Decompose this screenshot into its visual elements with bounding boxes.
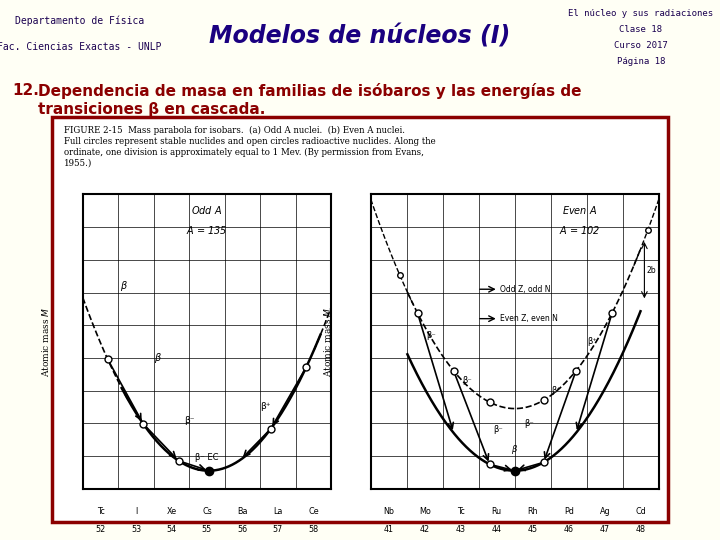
Text: Fac. Ciencias Exactas - UNLP: Fac. Ciencias Exactas - UNLP — [0, 42, 161, 52]
Text: $A$ = 135: $A$ = 135 — [186, 224, 228, 236]
Text: Even Z, even N: Even Z, even N — [500, 314, 558, 323]
Text: 54: 54 — [166, 525, 176, 534]
Text: Cd: Cd — [636, 507, 646, 516]
Text: β⁻: β⁻ — [184, 416, 194, 424]
Text: β⁻: β⁻ — [426, 330, 436, 340]
Text: β⁻: β⁻ — [463, 376, 472, 386]
Text: Even $A$: Even $A$ — [562, 204, 597, 216]
Text: 58: 58 — [308, 525, 318, 534]
Text: 46: 46 — [564, 525, 574, 534]
Text: β⁻: β⁻ — [493, 426, 503, 434]
Text: Rh: Rh — [528, 507, 538, 516]
Text: 44: 44 — [492, 525, 502, 534]
Text: Página 18: Página 18 — [616, 57, 665, 66]
Text: Tc: Tc — [96, 507, 104, 516]
Text: $A$ = 102: $A$ = 102 — [559, 224, 600, 236]
Text: Ba: Ba — [237, 507, 248, 516]
Text: β⁺: β⁺ — [260, 402, 271, 411]
Text: Odd Z, odd N: Odd Z, odd N — [500, 285, 551, 294]
Text: Cs: Cs — [202, 507, 212, 516]
Text: Dependencia de masa en familias de isóbaros y las energías de: Dependencia de masa en familias de isóba… — [38, 83, 582, 99]
Text: Full circles represent stable nuclides and open circles radioactive nuclides. Al: Full circles represent stable nuclides a… — [64, 137, 436, 146]
Text: Curso 2017: Curso 2017 — [614, 40, 667, 50]
Text: β: β — [120, 281, 126, 291]
Text: Xe: Xe — [166, 507, 176, 516]
Text: 56: 56 — [238, 525, 248, 534]
Text: 42: 42 — [420, 525, 430, 534]
Text: β⁻ EC: β⁻ EC — [194, 453, 218, 462]
Text: El núcleo y sus radiaciones: El núcleo y sus radiaciones — [568, 9, 714, 18]
Text: Atomic mass $M$: Atomic mass $M$ — [40, 306, 51, 377]
Text: 41: 41 — [384, 525, 394, 534]
Text: Mo: Mo — [419, 507, 431, 516]
Text: Modelos de núcleos (I): Modelos de núcleos (I) — [210, 24, 510, 49]
Text: 12.: 12. — [12, 83, 39, 98]
Text: Odd $A$: Odd $A$ — [192, 204, 222, 216]
Bar — [52, 117, 668, 522]
Text: Nb: Nb — [383, 507, 395, 516]
Text: FIGURE 2-15  Mass parabola for isobars.  (a) Odd A nuclei.  (b) Even A nuclei.: FIGURE 2-15 Mass parabola for isobars. (… — [64, 125, 405, 134]
Text: I: I — [135, 507, 137, 516]
Text: β: β — [154, 353, 160, 363]
Text: Ru: Ru — [492, 507, 502, 516]
Text: Ag: Ag — [600, 507, 610, 516]
Text: 1955.): 1955.) — [64, 159, 92, 168]
Text: 47: 47 — [600, 525, 610, 534]
Text: 45: 45 — [528, 525, 538, 534]
Text: Atomic mass $M$: Atomic mass $M$ — [322, 306, 333, 377]
Text: β: β — [511, 445, 516, 454]
Text: β⁺: β⁺ — [551, 386, 561, 395]
Text: La: La — [274, 507, 283, 516]
Text: Clase 18: Clase 18 — [619, 25, 662, 33]
Text: β⁻: β⁻ — [524, 419, 534, 428]
Text: 57: 57 — [273, 525, 283, 534]
Text: ordinate, one division is approximately equal to 1 Mev. (By permission from Evan: ordinate, one division is approximately … — [64, 148, 424, 157]
Text: 55: 55 — [202, 525, 212, 534]
Text: 48: 48 — [636, 525, 646, 534]
Text: Ce: Ce — [308, 507, 319, 516]
Text: Departamento de Física: Departamento de Física — [14, 15, 144, 26]
Text: Pd: Pd — [564, 507, 574, 516]
Text: 53: 53 — [131, 525, 141, 534]
Text: 2b: 2b — [647, 266, 656, 275]
Text: 43: 43 — [456, 525, 466, 534]
Text: 52: 52 — [96, 525, 106, 534]
Text: Tc: Tc — [457, 507, 464, 516]
Text: transiciones β en cascada.: transiciones β en cascada. — [38, 102, 266, 117]
Text: β⁺: β⁺ — [587, 337, 597, 346]
